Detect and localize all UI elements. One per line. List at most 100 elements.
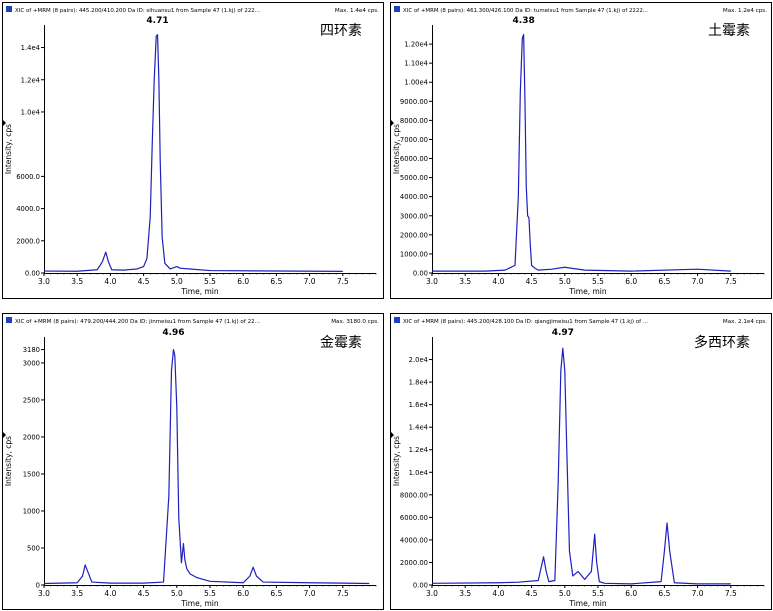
x-tick-label: 5.0 <box>559 277 571 286</box>
panel-frame <box>390 2 772 299</box>
axis-marker-icon <box>391 120 394 126</box>
y-axis-title: Intensity, cps <box>392 124 401 174</box>
y-tick-label: 7000.00 <box>400 136 428 144</box>
x-axis-title: Time, min <box>568 287 607 296</box>
x-tick-label: 4.0 <box>104 277 116 286</box>
x-tick-label: 7.0 <box>304 589 316 598</box>
y-tick-label: 8000.00 <box>400 117 428 125</box>
x-tick-label: 4.0 <box>492 589 504 598</box>
x-tick-label: 6.0 <box>625 277 637 286</box>
y-tick-label: 1.8e4 <box>409 379 428 387</box>
y-tick-label: 6000.0 <box>16 173 40 181</box>
y-tick-label: 2000.00 <box>400 231 428 239</box>
y-tick-label: 0.00 <box>413 270 428 278</box>
y-tick-label: 3000 <box>23 359 40 367</box>
axis-marker-icon <box>3 432 6 438</box>
x-tick-label: 3.0 <box>38 589 50 598</box>
y-tick-label: 1.00e4 <box>404 79 428 87</box>
y-tick-label: 3180 <box>23 346 40 354</box>
x-axis-title: Time, min <box>568 599 607 608</box>
y-tick-label: 1.6e4 <box>409 401 428 409</box>
y-tick-label: 1.10e4 <box>404 60 428 68</box>
y-tick-label: 1.0e4 <box>21 108 40 116</box>
x-tick-label: 6.0 <box>625 589 637 598</box>
chromatogram-trace <box>431 347 731 585</box>
y-tick-label: 4000.00 <box>400 193 428 201</box>
y-tick-label: 3000.00 <box>400 212 428 220</box>
series-color-square <box>6 317 12 323</box>
series-color-square <box>394 6 400 12</box>
panel-frame <box>2 2 384 299</box>
y-tick-label: 1.0e4 <box>409 469 428 477</box>
x-tick-label: 5.5 <box>592 277 604 286</box>
x-tick-label: 5.0 <box>171 589 183 598</box>
axis-marker-icon <box>391 432 394 438</box>
x-tick-label: 7.5 <box>725 277 737 286</box>
x-tick-label: 7.5 <box>337 277 349 286</box>
x-tick-label: 3.5 <box>71 589 83 598</box>
y-tick-label: 1000 <box>23 507 40 515</box>
y-tick-label: 0 <box>36 582 40 590</box>
compound-name: 土霉素 <box>708 23 750 39</box>
x-tick-label: 3.0 <box>38 277 50 286</box>
max-intensity-label: Max. 3180.0 cps. <box>331 319 379 325</box>
x-tick-label: 7.5 <box>337 589 349 598</box>
x-tick-label: 3.5 <box>459 589 471 598</box>
y-tick-label: 2000 <box>23 433 40 441</box>
peak-retention-label: 4.97 <box>552 328 574 338</box>
axis-marker-icon <box>3 120 6 126</box>
y-tick-label: 1500 <box>23 470 40 478</box>
max-intensity-label: Max. 1.2e4 cps. <box>723 8 767 14</box>
x-tick-label: 5.0 <box>559 589 571 598</box>
x-tick-label: 6.5 <box>658 277 670 286</box>
y-tick-label: 0.00 <box>25 270 40 278</box>
chromatogram-trace <box>432 33 731 272</box>
x-tick-label: 7.0 <box>304 277 316 286</box>
chart-panel-4: XIC of +MRM (8 pairs): 445.200/428.100 D… <box>390 313 772 610</box>
y-axis-title: Intensity, cps <box>4 436 13 486</box>
y-tick-label: 2000.0 <box>16 237 40 245</box>
peak-retention-label: 4.96 <box>162 328 184 338</box>
chart-panel-3: XIC of +MRM (8 pairs): 479.200/444.200 D… <box>2 313 384 610</box>
panel-header: XIC of +MRM (8 pairs): 461.300/426.100 D… <box>403 8 648 14</box>
y-tick-label: 2000.00 <box>400 559 428 567</box>
x-tick-label: 4.5 <box>526 277 538 286</box>
x-tick-label: 3.5 <box>459 277 471 286</box>
compound-name: 多西环素 <box>694 334 750 351</box>
x-axis-title: Time, min <box>180 287 219 296</box>
max-intensity-label: Max. 2.1e4 cps. <box>723 319 767 325</box>
peak-retention-label: 4.71 <box>146 16 168 26</box>
x-tick-label: 5.5 <box>204 277 216 286</box>
x-tick-label: 7.5 <box>725 589 737 598</box>
x-tick-label: 3.5 <box>71 277 83 286</box>
y-tick-label: 1000.00 <box>400 250 428 258</box>
panel-header: XIC of +MRM (8 pairs): 445.200/410.200 D… <box>15 8 260 14</box>
x-tick-label: 6.0 <box>237 589 249 598</box>
compound-name: 金霉素 <box>320 335 362 351</box>
series-color-square <box>6 6 12 12</box>
peak-retention-label: 4.38 <box>513 16 535 26</box>
y-tick-label: 500 <box>27 544 40 552</box>
y-tick-label: 6000.00 <box>400 155 428 163</box>
y-tick-label: 2500 <box>23 396 40 404</box>
y-tick-label: 4000.00 <box>400 536 428 544</box>
panel-frame <box>390 313 772 610</box>
x-tick-label: 4.5 <box>526 589 538 598</box>
y-axis-title: Intensity, cps <box>392 436 401 486</box>
x-tick-label: 6.5 <box>658 589 670 598</box>
y-tick-label: 1.20e4 <box>404 41 428 49</box>
y-tick-label: 9000.00 <box>400 98 428 106</box>
y-tick-label: 0.00 <box>413 582 428 590</box>
y-tick-label: 1.4e4 <box>409 424 428 432</box>
x-tick-label: 6.5 <box>270 277 282 286</box>
x-tick-label: 3.0 <box>426 589 438 598</box>
x-tick-label: 4.5 <box>138 589 150 598</box>
x-tick-label: 4.0 <box>492 277 504 286</box>
y-tick-label: 2.0e4 <box>409 356 428 364</box>
panel-header: XIC of +MRM (8 pairs): 445.200/428.100 D… <box>403 319 648 325</box>
x-tick-label: 3.0 <box>426 277 438 286</box>
y-tick-label: 1.4e4 <box>21 44 40 52</box>
chromatogram-trace <box>43 34 343 272</box>
panel-header: XIC of +MRM (8 pairs): 479.200/444.200 D… <box>15 319 260 325</box>
